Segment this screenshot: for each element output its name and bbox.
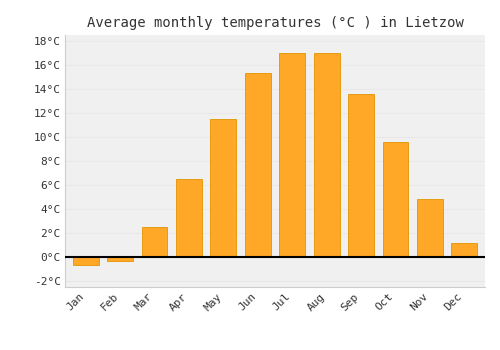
Bar [280, 53, 305, 257]
Bar [348, 94, 374, 257]
Bar [417, 199, 443, 257]
Bar [382, 142, 408, 257]
Title: Average monthly temperatures (°C ) in Lietzow: Average monthly temperatures (°C ) in Li… [86, 16, 464, 30]
Bar [314, 53, 340, 257]
Bar [142, 227, 168, 257]
Bar [107, 257, 133, 261]
Bar [72, 257, 99, 265]
Bar [210, 119, 236, 257]
Bar [176, 179, 202, 257]
Bar [245, 74, 270, 257]
Bar [452, 243, 477, 257]
